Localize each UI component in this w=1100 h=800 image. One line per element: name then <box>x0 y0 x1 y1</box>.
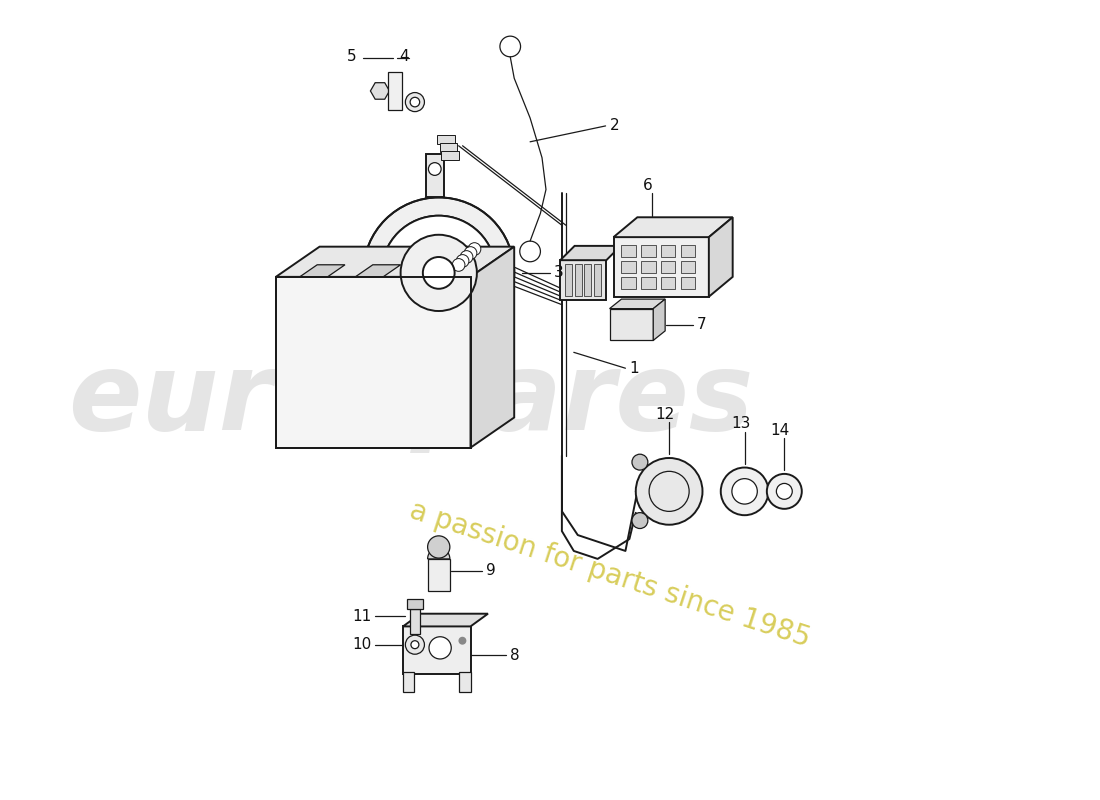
Bar <box>426 154 443 198</box>
Bar <box>334 308 354 448</box>
Circle shape <box>456 254 469 267</box>
Circle shape <box>400 234 477 311</box>
Polygon shape <box>276 246 514 277</box>
Text: 8: 8 <box>510 647 520 662</box>
Polygon shape <box>614 218 733 237</box>
Bar <box>428 559 450 590</box>
Bar <box>641 261 656 273</box>
Text: 4: 4 <box>399 49 408 63</box>
Bar <box>574 264 582 296</box>
Circle shape <box>422 257 454 289</box>
Bar <box>412 308 471 448</box>
Circle shape <box>732 478 757 504</box>
Polygon shape <box>609 299 666 309</box>
Polygon shape <box>708 218 733 297</box>
Bar <box>354 308 373 448</box>
Circle shape <box>636 458 703 525</box>
Circle shape <box>464 246 477 259</box>
Bar <box>621 277 636 289</box>
Bar <box>594 264 601 296</box>
Bar <box>441 151 459 160</box>
Polygon shape <box>299 265 345 277</box>
Circle shape <box>406 93 425 112</box>
Bar <box>661 277 675 289</box>
Bar <box>565 264 572 296</box>
Polygon shape <box>355 265 400 277</box>
Text: 9: 9 <box>486 563 496 578</box>
Circle shape <box>632 454 648 470</box>
Text: 6: 6 <box>642 178 652 193</box>
Polygon shape <box>653 299 666 341</box>
Circle shape <box>632 513 648 529</box>
Polygon shape <box>403 614 488 626</box>
Circle shape <box>363 198 514 348</box>
Bar <box>393 308 412 448</box>
Circle shape <box>452 258 465 271</box>
Bar <box>614 237 708 297</box>
Bar <box>641 277 656 289</box>
Bar <box>315 308 334 448</box>
Bar <box>641 245 656 257</box>
Polygon shape <box>560 246 620 260</box>
Bar <box>681 245 695 257</box>
Wedge shape <box>428 548 450 559</box>
Bar <box>410 609 420 634</box>
Bar <box>681 261 695 273</box>
Bar <box>403 626 471 674</box>
Bar <box>460 673 471 691</box>
Bar <box>276 277 471 448</box>
Text: 2: 2 <box>609 118 619 134</box>
Bar <box>621 261 636 273</box>
Circle shape <box>411 641 419 649</box>
Circle shape <box>777 483 792 499</box>
Bar <box>661 261 675 273</box>
Circle shape <box>412 637 420 645</box>
Bar <box>437 135 454 144</box>
Bar <box>276 308 295 448</box>
Text: 7: 7 <box>697 317 706 332</box>
Bar <box>431 308 451 448</box>
Bar <box>681 277 695 289</box>
Circle shape <box>459 637 466 645</box>
Circle shape <box>460 250 473 263</box>
Bar <box>621 245 636 257</box>
Bar <box>584 264 592 296</box>
Bar <box>412 308 431 448</box>
Circle shape <box>767 474 802 509</box>
Circle shape <box>410 98 420 107</box>
Text: 10: 10 <box>352 637 371 652</box>
Bar <box>609 309 653 341</box>
Bar <box>276 277 471 448</box>
Circle shape <box>429 637 451 659</box>
Text: 3: 3 <box>554 266 563 280</box>
Bar <box>560 260 606 300</box>
Text: 1: 1 <box>629 361 639 376</box>
Bar <box>407 599 422 609</box>
Bar <box>440 143 456 152</box>
Polygon shape <box>371 82 389 99</box>
Text: 12: 12 <box>656 406 674 422</box>
Bar <box>661 245 675 257</box>
Circle shape <box>428 536 450 558</box>
Bar <box>373 308 393 448</box>
Circle shape <box>406 635 425 654</box>
Text: 5: 5 <box>348 49 356 63</box>
Bar <box>403 673 414 691</box>
Circle shape <box>720 467 769 515</box>
Text: 11: 11 <box>352 609 371 623</box>
Text: 14: 14 <box>771 422 790 438</box>
Circle shape <box>469 242 481 255</box>
Text: 13: 13 <box>730 416 750 431</box>
Text: eurospares: eurospares <box>68 347 754 453</box>
Text: a passion for parts since 1985: a passion for parts since 1985 <box>406 497 813 653</box>
Circle shape <box>382 216 496 330</box>
Bar <box>451 308 471 448</box>
Circle shape <box>428 162 441 175</box>
Polygon shape <box>471 246 514 448</box>
Bar <box>388 72 403 110</box>
Bar <box>295 308 315 448</box>
